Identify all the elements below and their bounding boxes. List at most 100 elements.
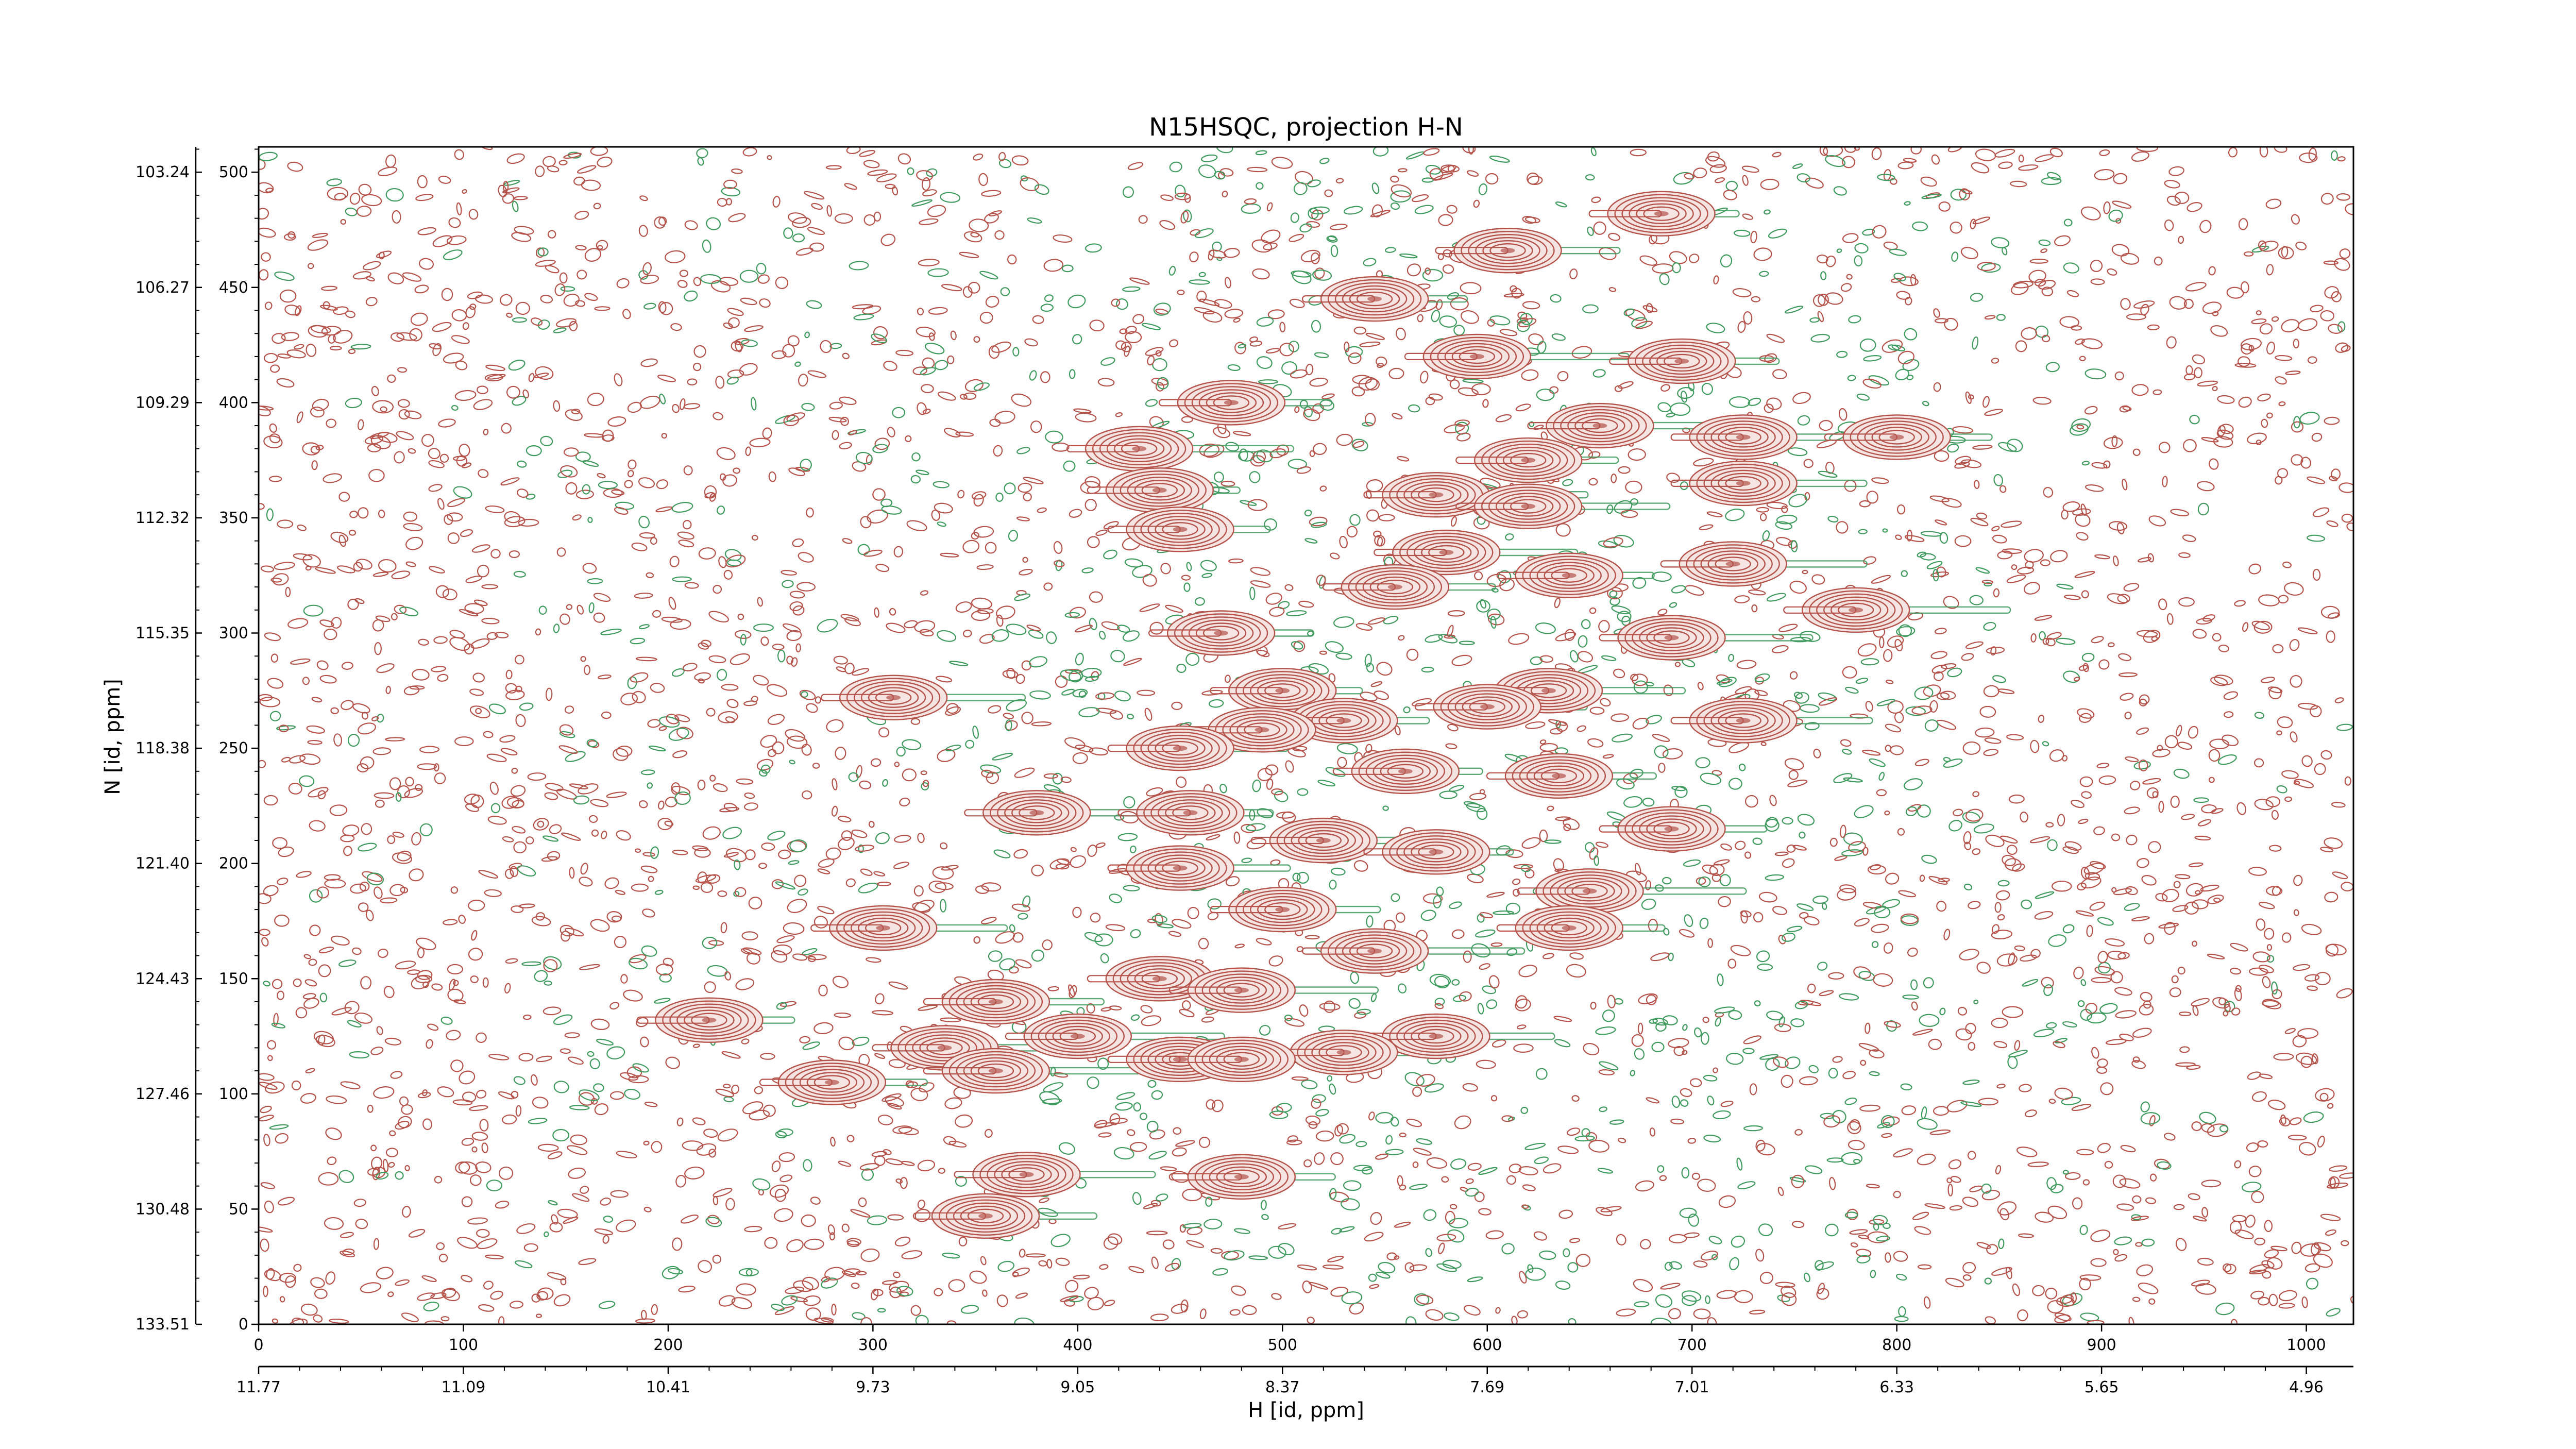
noise-contour [307,239,329,251]
noise-contour [1222,191,1228,198]
noise-contour [731,1297,752,1309]
noise-contour [269,476,282,482]
noise-contour [919,629,934,637]
noise-contour [1741,165,1759,173]
noise-contour [1256,182,1264,190]
noise-contour [1923,977,1934,989]
noise-contour [1578,635,1588,648]
noise-contour [1423,1209,1437,1221]
noise-contour [1848,841,1866,853]
noise-contour [830,1137,836,1147]
noise-contour [338,534,346,547]
noise-contour [1598,1069,1615,1075]
noise-contour [1737,321,1746,333]
noise-contour [693,277,702,287]
noise-contour [2284,1027,2296,1034]
noise-contour [1577,725,1586,732]
noise-contour [1839,993,1859,1001]
noise-contour [913,885,924,897]
noise-contour [333,330,353,344]
noise-contour [914,620,936,633]
noise-contour [2303,1111,2324,1123]
noise-contour [636,656,657,662]
noise-contour [828,416,847,423]
noise-contour [2187,202,2202,212]
noise-contour [1673,172,1694,185]
noise-contour [1366,509,1379,522]
noise-contour [1129,277,1150,285]
noise-contour [962,286,973,298]
noise-contour [779,1001,797,1007]
noise-contour [1396,912,1405,923]
noise-contour [465,306,476,318]
noise-contour [1847,375,1856,381]
noise-contour [451,405,459,411]
noise-contour [1385,1149,1404,1155]
noise-contour [526,445,542,457]
noise-contour [1439,315,1458,328]
noise-contour [2136,630,2158,638]
noise-contour [631,883,649,892]
noise-contour [338,1170,354,1183]
noise-contour [1713,1067,1718,1073]
noise-contour [915,1315,929,1324]
noise-contour [1871,477,1889,484]
y-index-tick-label: 150 [219,970,248,988]
x-ppm-tick-label: 11.77 [236,1378,281,1396]
noise-contour [1749,1309,1766,1315]
noise-contour [349,510,358,518]
noise-contour [522,389,529,399]
noise-contour [1589,706,1605,715]
noise-contour [2016,566,2035,575]
noise-contour [505,958,518,964]
noise-contour [998,159,1012,169]
noise-contour [1476,807,1488,820]
noise-contour [1957,1007,1968,1016]
noise-contour [1569,1238,1581,1243]
noise-contour [414,784,423,791]
noise-contour [559,731,575,738]
noise-contour [921,782,929,790]
noise-contour [259,405,271,416]
noise-contour [1953,808,1963,817]
noise-contour [764,1237,778,1249]
noise-contour [1632,577,1647,589]
noise-contour [2266,955,2275,963]
noise-contour [1984,409,2003,416]
noise-contour [892,186,899,196]
noise-contour [2048,934,2067,947]
noise-contour [1970,218,1976,230]
noise-contour [1294,406,1300,413]
noise-contour [584,665,590,675]
noise-contour [1287,459,1307,469]
noise-contour [1211,1099,1224,1113]
noise-contour [740,297,757,306]
y-ppm-tick-label: 121.40 [135,855,190,873]
noise-contour [404,1165,410,1171]
noise-contour [756,759,774,771]
noise-contour [1186,562,1192,571]
noise-contour [394,451,405,464]
noise-contour [723,569,733,580]
noise-contour [1922,400,1929,407]
noise-contour [698,547,716,560]
noise-contour [743,700,757,706]
noise-contour [2114,1236,2132,1245]
noise-contour [387,272,404,284]
noise-contour [1706,323,1725,333]
noise-contour [630,637,646,645]
noise-contour [874,607,879,618]
noise-contour [1474,571,1483,581]
noise-contour [2132,448,2141,456]
noise-contour [1999,1208,2009,1221]
noise-contour [384,1037,401,1046]
noise-contour [1637,1022,1643,1035]
noise-contour [2320,193,2334,205]
noise-contour [477,1238,498,1250]
noise-contour [1463,950,1472,963]
noise-contour [1848,315,1861,324]
noise-contour [710,280,731,293]
noise-contour [1599,247,1617,260]
noise-contour [1662,748,1683,760]
